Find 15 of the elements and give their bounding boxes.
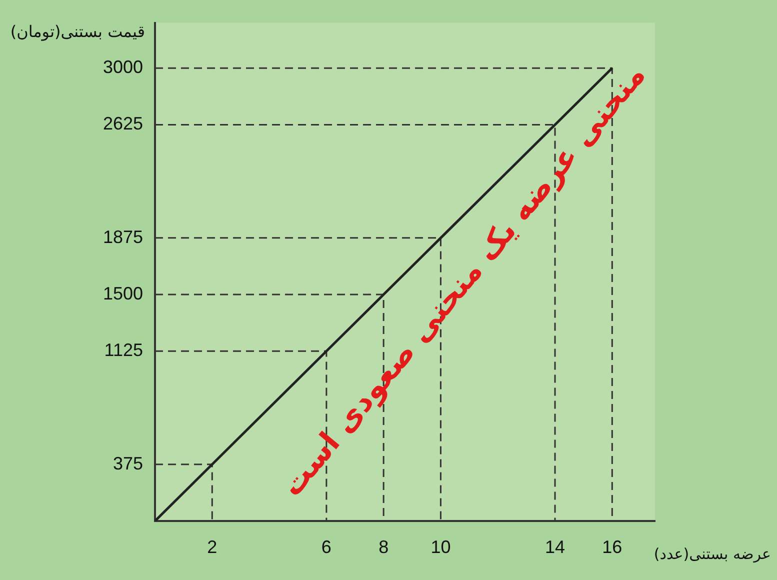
x-tick-label: 16	[602, 536, 622, 557]
x-tick-label: 10	[430, 536, 451, 557]
y-tick-label: 1125	[104, 340, 143, 360]
y-tick-label: 1500	[102, 284, 143, 304]
y-axis-title: قیمت بستنی(تومان)	[10, 22, 145, 41]
x-axis-title: عرضه بستنی(عدد)	[654, 545, 771, 563]
y-tick-label: 1875	[102, 226, 143, 247]
x-tick-label: 2	[207, 536, 218, 557]
x-tick-label: 6	[321, 536, 332, 557]
y-tick-label: 3000	[102, 57, 143, 78]
x-tick-label: 14	[544, 536, 566, 557]
x-tick-label: 8	[378, 536, 389, 557]
y-tick-label: 375	[112, 453, 143, 474]
annotation: منحنی عرضه یک منحنی صعودی است	[274, 58, 653, 504]
y-tick-label: 2625	[102, 114, 143, 134]
